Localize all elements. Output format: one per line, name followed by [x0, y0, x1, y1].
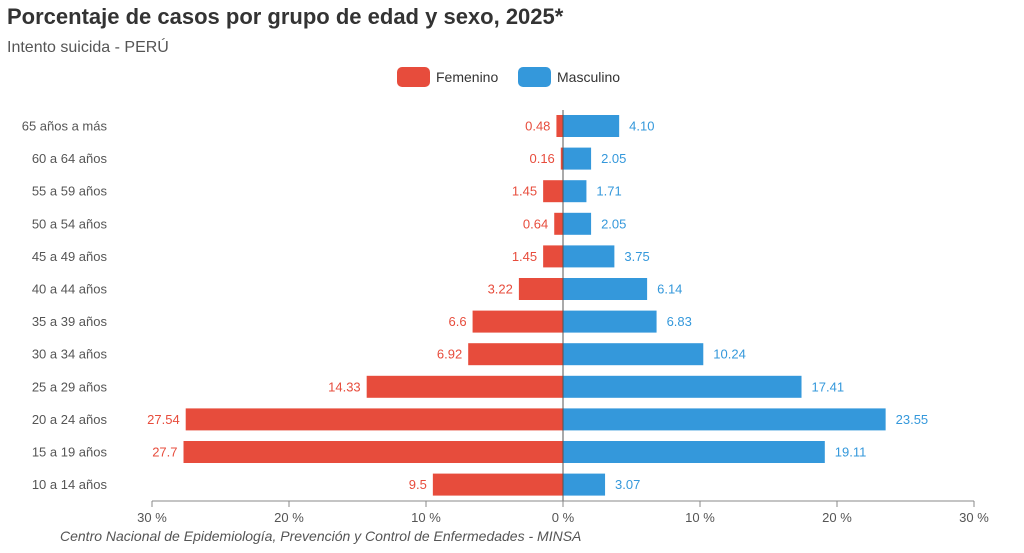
category-label: 30 a 34 años [32, 347, 108, 362]
category-label: 65 años a más [22, 119, 108, 134]
bar-masculino [563, 441, 825, 463]
x-tick-label: 30 % [959, 510, 989, 525]
x-tick-label: 0 % [552, 510, 575, 525]
data-label-masculino: 6.83 [667, 314, 692, 329]
bar-masculino [563, 408, 886, 431]
legend-swatch-masculino [518, 67, 551, 87]
data-label-femenino: 0.64 [523, 216, 548, 231]
data-label-femenino: 1.45 [512, 249, 537, 264]
data-label-masculino: 2.05 [601, 151, 626, 166]
data-label-masculino: 1.71 [596, 184, 621, 199]
data-label-femenino: 9.5 [409, 477, 427, 492]
bar-femenino [366, 375, 563, 398]
data-label-masculino: 23.55 [896, 412, 929, 427]
bar-femenino [472, 310, 563, 333]
data-label-femenino: 6.6 [449, 314, 467, 329]
chart-subtitle: Intento suicida - PERÚ [7, 39, 169, 56]
data-label-femenino: 27.7 [152, 445, 177, 460]
bar-masculino [563, 180, 587, 203]
bar-femenino [543, 180, 563, 203]
bar-femenino [518, 278, 563, 300]
bar-masculino [563, 310, 657, 333]
data-label-masculino: 4.10 [629, 119, 654, 134]
data-label-masculino: 3.75 [624, 249, 649, 264]
bar-femenino [543, 245, 563, 268]
bar-femenino [183, 441, 563, 463]
bar-femenino [554, 212, 563, 235]
bar-masculino [563, 212, 592, 235]
bar-femenino [432, 473, 563, 496]
source-footer: Centro Nacional de Epidemiología, Preven… [60, 528, 582, 544]
chart-legend: Femenino Masculino [0, 66, 1024, 88]
data-label-femenino: 6.92 [437, 347, 462, 362]
category-label: 35 a 39 años [32, 314, 108, 329]
bar-masculino [563, 343, 704, 366]
x-tick-label: 20 % [822, 510, 852, 525]
category-label: 10 a 14 años [32, 477, 108, 492]
data-label-masculino: 2.05 [601, 216, 626, 231]
data-label-femenino: 0.48 [525, 119, 550, 134]
legend-label-femenino: Femenino [436, 69, 499, 85]
data-label-femenino: 14.33 [328, 379, 361, 394]
data-label-femenino: 27.54 [147, 412, 180, 427]
legend-label-masculino: Masculino [557, 69, 621, 85]
data-label-femenino: 1.45 [512, 184, 537, 199]
data-label-masculino: 3.07 [615, 477, 640, 492]
bar-femenino [185, 408, 563, 431]
data-label-masculino: 6.14 [657, 282, 682, 297]
legend-item-femenino[interactable]: Femenino [397, 66, 498, 88]
data-label-femenino: 3.22 [488, 282, 513, 297]
chart-title: Porcentaje de casos por grupo de edad y … [7, 4, 564, 29]
legend-item-masculino[interactable]: Masculino [518, 66, 620, 88]
bar-masculino [563, 147, 592, 170]
bar-masculino [563, 115, 620, 137]
bar-femenino [560, 147, 563, 170]
category-label: 50 a 54 años [32, 216, 108, 231]
category-label: 15 a 19 años [32, 445, 108, 460]
category-label: 40 a 44 años [32, 282, 108, 297]
bar-masculino [563, 375, 802, 398]
category-label: 25 a 29 años [32, 379, 108, 394]
data-label-masculino: 17.41 [812, 379, 845, 394]
bar-femenino [468, 343, 563, 366]
x-tick-label: 30 % [137, 510, 167, 525]
bar-femenino [556, 115, 563, 137]
bar-masculino [563, 278, 648, 300]
category-label: 45 a 49 años [32, 249, 108, 264]
category-label: 60 a 64 años [32, 151, 108, 166]
bar-masculino [563, 245, 615, 268]
category-label: 55 a 59 años [32, 184, 108, 199]
x-tick-label: 10 % [685, 510, 715, 525]
category-label: 20 a 24 años [32, 412, 108, 427]
bar-masculino [563, 473, 606, 496]
data-label-masculino: 19.11 [835, 445, 867, 460]
x-tick-label: 10 % [411, 510, 441, 525]
legend-swatch-femenino [397, 67, 430, 87]
data-label-femenino: 0.16 [529, 151, 554, 166]
x-tick-label: 20 % [274, 510, 304, 525]
data-label-masculino: 10.24 [713, 347, 746, 362]
